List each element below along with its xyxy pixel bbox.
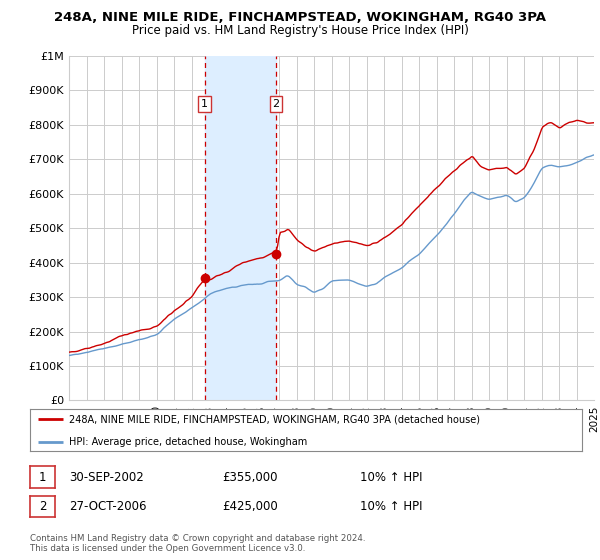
Text: Contains HM Land Registry data © Crown copyright and database right 2024.
This d: Contains HM Land Registry data © Crown c… [30,534,365,553]
Bar [205,56,276,400]
Text: 2: 2 [272,99,280,109]
Text: 248A, NINE MILE RIDE, FINCHAMPSTEAD, WOKINGHAM, RG40 3PA (detached house): 248A, NINE MILE RIDE, FINCHAMPSTEAD, WOK… [68,414,479,424]
Text: 27-OCT-2006: 27-OCT-2006 [69,500,146,514]
Text: 1: 1 [201,99,208,109]
Text: HPI: Average price, detached house, Wokingham: HPI: Average price, detached house, Woki… [68,437,307,446]
Text: 10% ↑ HPI: 10% ↑ HPI [360,500,422,514]
Text: 30-SEP-2002: 30-SEP-2002 [69,470,144,484]
Text: 10% ↑ HPI: 10% ↑ HPI [360,470,422,484]
Text: 248A, NINE MILE RIDE, FINCHAMPSTEAD, WOKINGHAM, RG40 3PA: 248A, NINE MILE RIDE, FINCHAMPSTEAD, WOK… [54,11,546,24]
Text: £355,000: £355,000 [222,470,277,484]
Text: £425,000: £425,000 [222,500,278,514]
Text: 1: 1 [39,470,46,484]
Text: Price paid vs. HM Land Registry's House Price Index (HPI): Price paid vs. HM Land Registry's House … [131,24,469,36]
Text: 2: 2 [39,500,46,514]
